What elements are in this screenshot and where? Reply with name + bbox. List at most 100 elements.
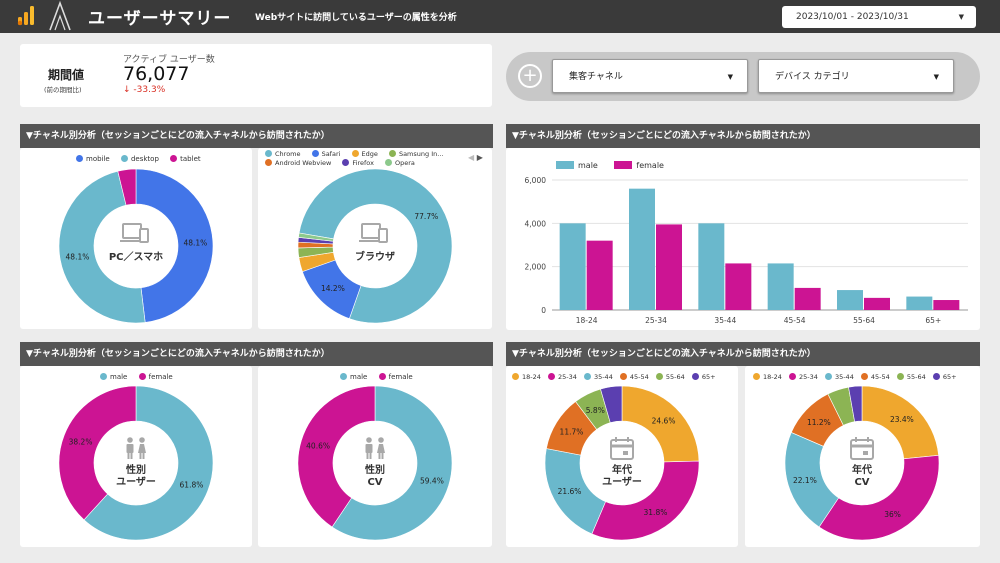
donut-center-label: 年代 (852, 463, 872, 476)
legend-item[interactable]: 25-34 (547, 373, 577, 381)
bar-female[interactable] (586, 240, 613, 310)
x-tick-label: 65+ (925, 316, 941, 325)
legend-item[interactable]: 45-54 (619, 373, 649, 381)
page-title: ユーザーサマリー (88, 9, 232, 29)
donut-center-label: ユーザー (602, 476, 642, 488)
donut-slice[interactable] (298, 232, 334, 242)
legend-swatch (351, 150, 359, 157)
chevron-left-icon[interactable]: ◀ (468, 153, 475, 162)
legend-item[interactable]: Samsung In... (388, 150, 443, 159)
legend-item[interactable]: Android Webview (265, 159, 331, 168)
y-tick-label: 0 (541, 306, 546, 315)
bar-female[interactable] (725, 263, 752, 310)
donut-slice[interactable] (58, 170, 146, 324)
device-filter-label: デバイス カテゴリ (775, 72, 850, 82)
donut-slice[interactable] (135, 168, 214, 323)
legend-item[interactable]: female (614, 161, 664, 170)
legend-item[interactable]: mobile (76, 155, 110, 163)
donut-slice[interactable] (297, 385, 376, 528)
calendar-icon (850, 437, 874, 460)
gender-user-legend: male female (100, 373, 182, 381)
y-tick-label: 4,000 (525, 219, 547, 228)
people-icon (126, 437, 146, 459)
legend-item[interactable]: Firefox (342, 159, 374, 168)
device-filter-dropdown[interactable]: デバイス カテゴリ ▼ (758, 59, 954, 93)
donut-center-label: ブラウザ (355, 250, 395, 263)
slice-label: 48.1% (66, 253, 90, 262)
bar-male[interactable] (629, 188, 655, 310)
y-tick-label: 6,000 (525, 176, 547, 185)
legend-item[interactable]: 35-44 (824, 373, 854, 381)
donut-center-label: 性別 (125, 463, 146, 476)
channel-filter-label: 集客チャネル (569, 72, 623, 82)
legend-item[interactable]: female (378, 373, 413, 381)
bar-male[interactable] (906, 296, 933, 310)
kpi-metric-value: 76,077 (123, 63, 190, 85)
legend-item[interactable]: 55-64 (655, 373, 685, 381)
bar-female[interactable] (656, 224, 682, 310)
legend-pager[interactable]: ◀ ▶ (468, 153, 483, 162)
legend-item[interactable]: 65+ (932, 373, 957, 381)
donut-slice[interactable] (58, 385, 137, 521)
legend-swatch (556, 161, 574, 169)
legend-swatch (583, 373, 591, 380)
bar-female[interactable] (794, 287, 821, 310)
legend-swatch (120, 155, 128, 162)
legend-item[interactable]: male (556, 161, 598, 170)
donut-center-label: 年代 (612, 463, 632, 476)
donut-slice[interactable] (591, 460, 700, 541)
legend-item[interactable]: desktop (120, 155, 159, 163)
bar-female[interactable] (933, 300, 960, 310)
legend-swatch (614, 161, 633, 169)
legend-item[interactable]: 45-54 (860, 373, 890, 381)
slice-label: 61.8% (180, 481, 204, 490)
donut-slice[interactable] (848, 385, 863, 422)
add-filter-icon[interactable]: + (518, 64, 542, 88)
legend-item[interactable]: Edge (351, 150, 378, 159)
bar-male[interactable] (837, 290, 863, 310)
slice-label: 38.2% (69, 437, 93, 446)
legend-item[interactable]: male (100, 373, 127, 381)
bar-male[interactable] (698, 223, 725, 310)
donut-center-label: 性別 (364, 463, 385, 476)
x-tick-label: 18-24 (576, 316, 598, 325)
donut-slice[interactable] (298, 168, 453, 324)
legend-item[interactable]: tablet (170, 155, 201, 163)
channel-filter-dropdown[interactable]: 集客チャネル ▼ (552, 59, 748, 93)
legend-item[interactable]: 55-64 (896, 373, 926, 381)
gender-cv-legend: male female (340, 373, 422, 381)
legend-item[interactable]: 65+ (691, 373, 716, 381)
kpi-card: 期間値 (前の期間比) アクティブ ユーザー数 76,077 ↓ -33.3% (20, 44, 492, 107)
chevron-right-icon[interactable]: ▶ (476, 153, 483, 162)
slice-label: 11.7% (560, 428, 584, 437)
bar-male[interactable] (559, 223, 586, 310)
legend-item[interactable]: Chrome (265, 150, 301, 159)
legend-swatch (342, 159, 350, 166)
age-cv-legend: 18-24 25-34 35-44 45-54 55-64 65+ (753, 373, 957, 381)
donut-slice[interactable] (331, 385, 453, 541)
legend-swatch (512, 373, 519, 380)
donut-center-label: PC／スマホ (109, 250, 163, 263)
legend-item[interactable]: female (138, 373, 173, 381)
legend-swatch (385, 159, 393, 166)
bar-male[interactable] (767, 263, 794, 310)
date-range-picker[interactable]: 2023/10/01 - 2023/10/31 ▼ (782, 6, 976, 28)
legend-item[interactable]: male (340, 373, 367, 381)
legend-swatch (547, 373, 555, 380)
donut-slice[interactable] (83, 385, 214, 541)
slice-label: 22.1% (793, 476, 817, 485)
bar-female[interactable] (864, 297, 890, 310)
donut-slice[interactable] (600, 385, 623, 424)
legend-swatch (378, 373, 386, 380)
legend-item[interactable]: Safari (311, 150, 340, 159)
donut-slice[interactable] (818, 454, 940, 541)
legend-item[interactable]: 18-24 (753, 373, 782, 381)
legend-item[interactable]: 25-34 (788, 373, 818, 381)
legend-item[interactable]: Opera (385, 159, 415, 168)
kpi-period-label: 期間値 (48, 68, 85, 82)
legend-item[interactable]: 18-24 (512, 373, 541, 381)
legend-item[interactable]: 35-44 (583, 373, 613, 381)
donut-slice[interactable] (117, 168, 137, 206)
slice-label: 36% (884, 510, 901, 519)
